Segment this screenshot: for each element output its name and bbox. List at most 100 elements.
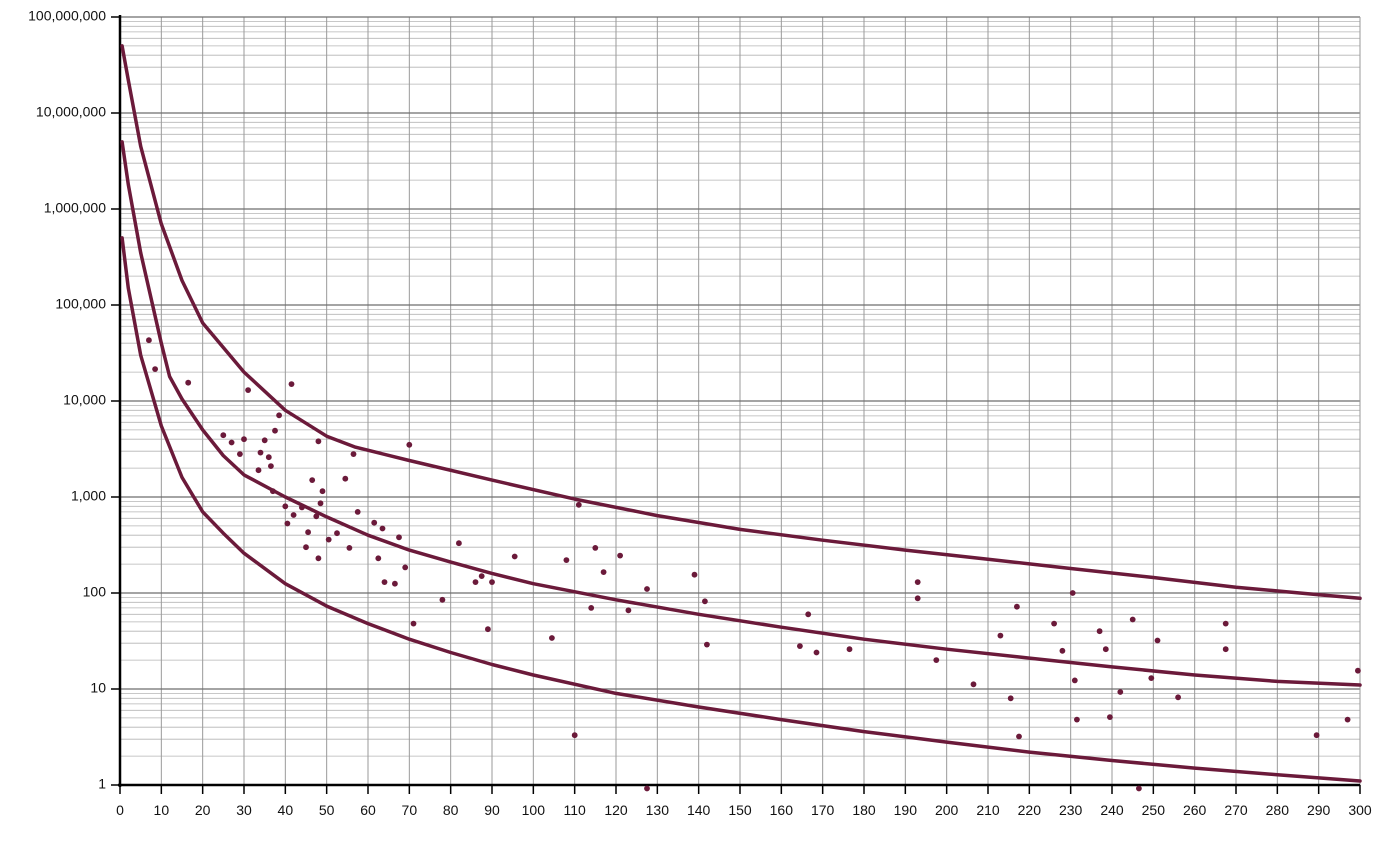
data-point <box>592 545 599 551</box>
y-tick-label: 10,000,000 <box>36 104 106 120</box>
data-point <box>272 427 278 434</box>
x-tick-label: 300 <box>1348 802 1372 818</box>
data-point <box>317 500 324 507</box>
data-point <box>588 605 595 611</box>
data-point <box>284 520 291 527</box>
y-tick-labels: 1 10 100 1,000 10,000 100,000 1,000,000 10,000,… <box>28 8 106 792</box>
data-point <box>472 579 479 585</box>
x-tick-label: 290 <box>1307 802 1331 818</box>
data-point <box>334 530 340 537</box>
y-tick-label: 1,000 <box>71 488 106 504</box>
data-point <box>1096 628 1103 635</box>
major-grid <box>119 16 1361 786</box>
data-point <box>805 611 812 618</box>
data-point <box>146 337 152 344</box>
data-point <box>1107 714 1113 720</box>
x-tick-label: 90 <box>484 802 500 818</box>
data-point <box>379 525 386 532</box>
data-point <box>1136 785 1142 792</box>
data-point <box>1154 637 1161 644</box>
data-point <box>914 579 921 585</box>
data-point <box>255 467 262 474</box>
data-point <box>350 451 357 457</box>
data-point <box>257 449 264 456</box>
data-point <box>485 626 491 633</box>
x-tick-label: 220 <box>1018 802 1042 818</box>
data-point <box>1102 646 1109 653</box>
data-point <box>997 632 1004 639</box>
data-point <box>265 454 272 461</box>
data-point <box>325 536 332 543</box>
data-point <box>270 488 276 495</box>
data-point <box>245 387 252 393</box>
data-point <box>1175 694 1181 701</box>
curves <box>120 44 1362 783</box>
x-tick-label: 70 <box>402 802 418 818</box>
x-tick-label: 100 <box>522 802 546 818</box>
x-tick-label: 60 <box>360 802 376 818</box>
data-point <box>1117 689 1124 695</box>
data-point <box>185 379 192 386</box>
x-tick-label: 80 <box>443 802 459 818</box>
x-tick-label: 160 <box>770 802 794 818</box>
data-point <box>313 513 320 520</box>
x-tick-label: 0 <box>116 802 124 818</box>
data-point <box>846 646 853 653</box>
data-point <box>282 503 289 510</box>
data-point <box>644 586 650 592</box>
x-tick-label: 140 <box>687 802 711 818</box>
data-point <box>797 643 803 649</box>
data-point <box>1074 716 1080 723</box>
data-point <box>406 441 413 448</box>
x-tick-label: 20 <box>195 802 211 818</box>
data-point <box>315 438 322 445</box>
data-point <box>354 509 361 515</box>
x-tick-label: 50 <box>319 802 335 818</box>
y-tick-label: 1,000,000 <box>44 200 106 216</box>
axes <box>111 15 1361 794</box>
data-point <box>346 545 353 551</box>
x-tick-label: 210 <box>976 802 1000 818</box>
data-point <box>220 432 227 439</box>
data-point <box>1051 620 1057 627</box>
data-point <box>305 529 311 536</box>
data-point <box>315 555 322 562</box>
data-point <box>268 463 274 469</box>
data-point <box>1014 603 1020 610</box>
y-tick-label: 100,000,000 <box>28 8 106 24</box>
data-point <box>1071 677 1078 684</box>
data-point <box>571 732 578 739</box>
data-point <box>933 657 940 663</box>
x-tick-label: 230 <box>1059 802 1083 818</box>
data-point <box>290 512 297 518</box>
data-point <box>402 564 409 571</box>
data-point <box>489 579 495 585</box>
data-point <box>237 451 243 457</box>
data-point <box>563 557 570 563</box>
data-point <box>303 544 309 551</box>
x-tick-label: 260 <box>1183 802 1207 818</box>
x-tick-label: 280 <box>1266 802 1290 818</box>
data-point <box>375 555 382 562</box>
x-tick-label: 10 <box>154 802 170 818</box>
data-point <box>410 620 417 627</box>
x-tick-label: 200 <box>935 802 959 818</box>
x-tick-label: 180 <box>852 802 876 818</box>
data-point <box>478 573 485 579</box>
curve-2 <box>120 140 1362 687</box>
data-point <box>319 488 326 495</box>
data-point <box>1016 733 1022 740</box>
data-point <box>575 501 582 508</box>
data-point <box>1344 716 1351 723</box>
x-tick-label: 190 <box>894 802 918 818</box>
data-point <box>813 649 820 656</box>
x-tick-label: 170 <box>811 802 835 818</box>
x-tick-label: 30 <box>236 802 252 818</box>
data-point <box>276 412 282 419</box>
data-point <box>371 519 378 526</box>
x-tick-label: 40 <box>278 802 294 818</box>
x-tick-label: 250 <box>1142 802 1166 818</box>
data-point <box>1129 616 1136 623</box>
curve-1 <box>120 44 1362 601</box>
